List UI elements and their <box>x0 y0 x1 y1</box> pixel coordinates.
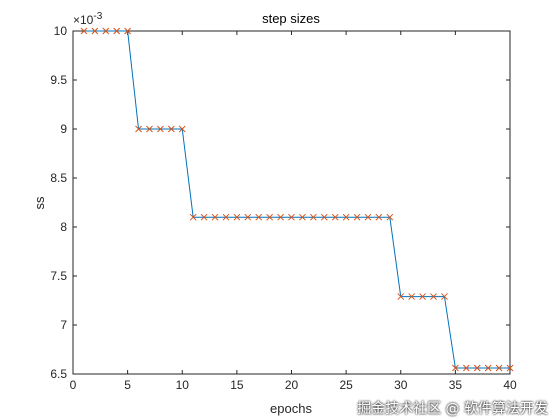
data-point-marker <box>299 213 306 221</box>
y-exponent-label: ×10-3 <box>73 11 103 27</box>
x-tick-label: 10 <box>176 378 190 392</box>
chart-title: step sizes <box>262 11 320 26</box>
data-point-marker <box>331 213 339 221</box>
data-point-marker <box>495 364 503 372</box>
x-tick-label: 40 <box>503 378 517 392</box>
data-point-marker <box>419 293 426 300</box>
y-tick-labels: 6.5 7 7.5 8 8.5 9 9.5 10 <box>50 24 67 381</box>
data-point-marker <box>353 213 361 221</box>
y-exponent-power: -3 <box>93 11 102 22</box>
y-axis-title: ss <box>32 196 47 210</box>
y-tick-label: 7.5 <box>50 269 67 283</box>
data-point-marker <box>167 125 175 133</box>
y-tick-label: 6.5 <box>50 367 67 381</box>
watermark-text: 掘金技术社区 @ 软件算法开发 <box>357 401 548 417</box>
x-tick-label: 35 <box>449 378 463 392</box>
data-point-marker <box>473 364 481 372</box>
y-tick-label: 8 <box>60 220 67 234</box>
data-point-marker <box>430 293 437 300</box>
data-point-marker <box>266 213 274 221</box>
y-tick-label: 9 <box>60 122 67 136</box>
y-tick-label: 7 <box>60 318 67 332</box>
series-markers-group <box>80 27 514 372</box>
data-point-marker <box>102 27 110 35</box>
data-point-marker <box>320 213 328 221</box>
data-point-marker <box>441 293 448 300</box>
data-point-marker <box>80 27 88 35</box>
y-exponent-base: ×10 <box>73 13 94 27</box>
data-point-marker <box>255 213 263 221</box>
data-point-marker <box>484 364 492 372</box>
data-point-marker <box>288 213 295 221</box>
data-point-marker <box>91 27 99 35</box>
x-tick-label: 0 <box>70 378 77 392</box>
x-tick-labels: 0 5 10 15 20 25 30 35 40 <box>70 378 517 392</box>
data-point-marker <box>233 213 241 221</box>
data-point-marker <box>364 213 372 221</box>
data-point-marker <box>157 125 164 133</box>
x-tick-label: 20 <box>285 378 299 392</box>
data-point-marker <box>200 213 208 221</box>
data-point-marker <box>211 213 219 221</box>
data-point-marker <box>124 27 131 35</box>
data-point-marker <box>244 213 252 221</box>
data-point-marker <box>506 364 514 372</box>
y-tick-label: 8.5 <box>50 171 67 185</box>
data-point-marker <box>375 213 383 221</box>
data-point-marker <box>386 213 394 221</box>
data-point-marker <box>189 213 197 221</box>
x-tick-label: 15 <box>230 378 244 392</box>
data-point-marker <box>408 293 416 300</box>
data-point-marker <box>462 364 470 372</box>
data-point-marker <box>113 27 121 35</box>
x-axis-title: epochs <box>270 401 312 416</box>
data-point-marker <box>452 364 459 372</box>
plot-area <box>72 30 511 375</box>
data-point-marker <box>135 125 142 133</box>
x-tick-label: 30 <box>394 378 408 392</box>
data-point-marker <box>222 213 230 221</box>
data-point-marker <box>309 213 317 221</box>
data-point-marker <box>342 213 350 221</box>
data-point-marker <box>277 213 284 221</box>
y-tick-label: 10 <box>54 24 68 38</box>
x-tick-label: 25 <box>339 378 353 392</box>
data-point-marker <box>178 125 186 133</box>
x-tick-label: 5 <box>124 378 131 392</box>
y-tick-label: 9.5 <box>50 73 67 87</box>
data-point-marker <box>397 293 405 300</box>
axis-ticks <box>72 30 511 375</box>
data-point-marker <box>146 125 153 133</box>
series-line <box>83 30 510 369</box>
series-line-group <box>83 30 510 369</box>
